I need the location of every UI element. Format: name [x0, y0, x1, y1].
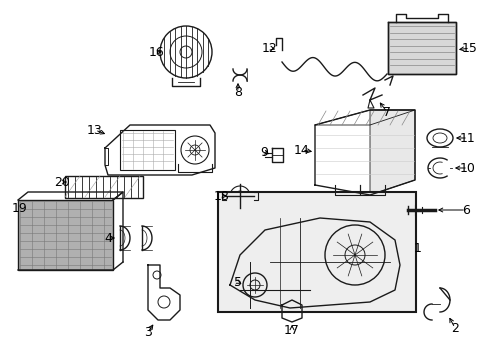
Text: 3: 3	[144, 325, 152, 338]
Text: 13: 13	[87, 123, 102, 136]
Bar	[218, 192, 415, 312]
Text: 17: 17	[284, 324, 299, 337]
Text: 14: 14	[293, 144, 309, 157]
Text: 10: 10	[459, 162, 475, 175]
Text: 7: 7	[382, 105, 390, 118]
Text: 12: 12	[262, 41, 277, 54]
Text: 6: 6	[461, 203, 469, 216]
Text: 9: 9	[260, 145, 267, 158]
Bar	[18, 200, 113, 270]
Bar	[387, 22, 455, 74]
Text: 19: 19	[12, 202, 28, 215]
Text: 16: 16	[149, 45, 164, 58]
Text: 8: 8	[234, 85, 242, 99]
Text: 5: 5	[234, 275, 242, 288]
Text: 4: 4	[104, 231, 112, 244]
Text: 20: 20	[54, 175, 70, 189]
Text: 11: 11	[459, 131, 475, 144]
Text: 18: 18	[214, 189, 229, 202]
Polygon shape	[369, 110, 414, 195]
Text: 1: 1	[413, 242, 421, 255]
Text: 2: 2	[450, 321, 458, 334]
Bar	[65, 176, 142, 198]
Bar	[120, 130, 175, 170]
Text: 15: 15	[461, 41, 477, 54]
